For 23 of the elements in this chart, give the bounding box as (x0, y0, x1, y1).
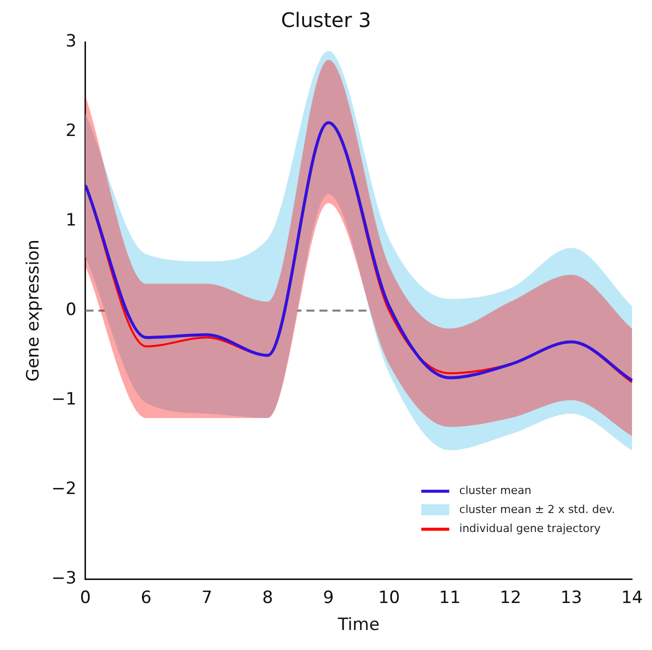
y-tick-label: −2 (51, 479, 76, 500)
x-tick-label: 7 (202, 588, 212, 608)
x-tick-label: 0 (80, 588, 91, 608)
x-axis-title: Time (336, 615, 380, 636)
x-tick-label: 12 (500, 588, 522, 608)
y-tick-label: −3 (51, 568, 76, 589)
legend-label: cluster mean ± 2 x std. dev. (459, 503, 616, 516)
y-tick-label: −1 (51, 390, 76, 410)
x-tick-label: 10 (378, 588, 400, 608)
x-tick-label: 8 (262, 588, 274, 608)
y-tick-label: 2 (66, 120, 76, 141)
y-tick-label: 1 (66, 210, 76, 230)
legend-label: cluster mean (459, 484, 532, 498)
x-tick-label: 14 (621, 588, 643, 608)
chart-title: Cluster 3 (280, 8, 372, 32)
x-tick-label: 9 (322, 588, 334, 608)
legend-label: individual gene trajectory (459, 522, 602, 536)
x-tick-label: 11 (439, 588, 461, 608)
x-tick-label: 13 (560, 588, 582, 608)
y-tick-label: 3 (66, 31, 76, 52)
y-axis-title: Gene expression (24, 240, 44, 382)
x-tick-label: 6 (140, 588, 152, 608)
y-tick-label: 0 (66, 300, 76, 320)
